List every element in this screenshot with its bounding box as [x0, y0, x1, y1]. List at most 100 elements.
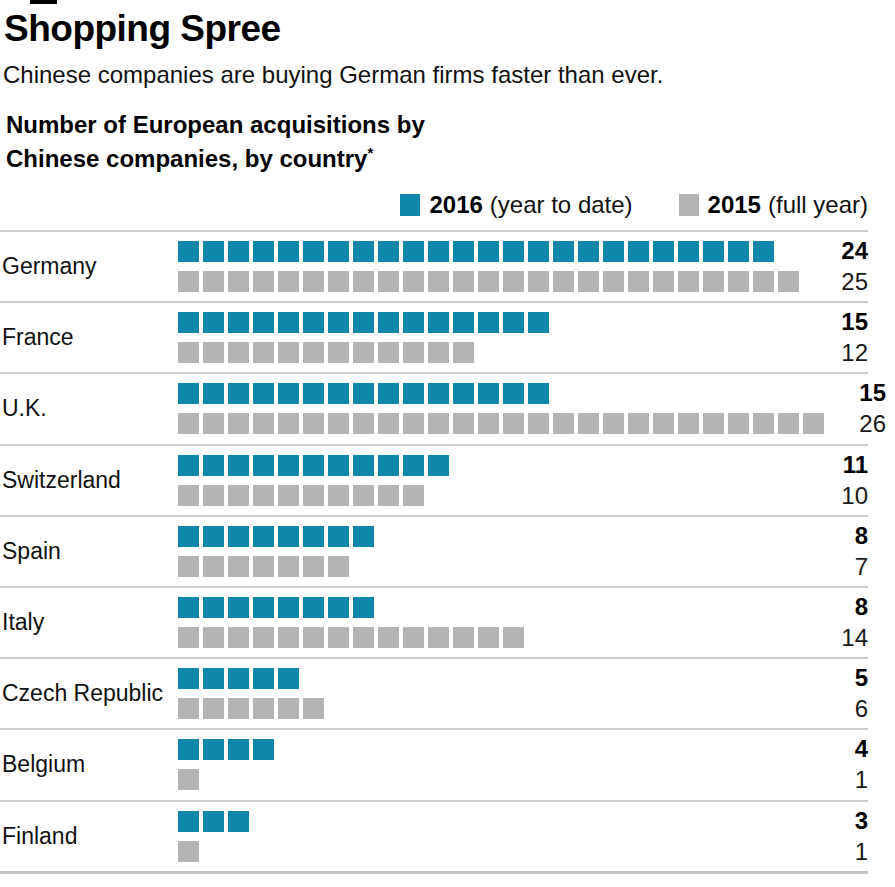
unit-square — [378, 627, 399, 648]
value-2015: 6 — [806, 694, 868, 724]
unit-square — [203, 526, 224, 547]
unit-square — [478, 312, 499, 333]
bar-2016 — [178, 241, 806, 262]
unit-square — [778, 271, 799, 292]
unit-square — [303, 526, 324, 547]
unit-square — [528, 312, 549, 333]
bar-2015 — [178, 342, 806, 363]
unit-square — [503, 271, 524, 292]
unit-square — [303, 627, 324, 648]
unit-square — [178, 455, 199, 476]
bars — [178, 811, 806, 862]
unit-square — [478, 627, 499, 648]
unit-square — [353, 312, 374, 333]
unit-square — [428, 627, 449, 648]
value-2015: 7 — [806, 552, 868, 582]
unit-square — [203, 597, 224, 618]
bar-2015 — [178, 271, 806, 292]
unit-square — [253, 342, 274, 363]
unit-square — [503, 413, 524, 434]
bar-2016 — [178, 526, 806, 547]
bar-2015 — [178, 698, 806, 719]
unit-square — [728, 413, 749, 434]
unit-square — [228, 811, 249, 832]
unit-square — [403, 342, 424, 363]
unit-square — [278, 312, 299, 333]
unit-square — [353, 383, 374, 404]
legend-item-2015: 2015 (full year) — [679, 191, 868, 219]
unit-square — [178, 342, 199, 363]
bar-2015 — [178, 485, 806, 506]
value-2016: 4 — [806, 734, 868, 764]
unit-square — [228, 413, 249, 434]
unit-square — [353, 241, 374, 262]
unit-square — [753, 271, 774, 292]
country-label: Belgium — [0, 751, 178, 778]
value-2016: 15 — [806, 307, 868, 337]
unit-square — [653, 413, 674, 434]
chart-heading: Number of European acquisitions byChines… — [0, 89, 895, 176]
unit-square — [453, 383, 474, 404]
legend-year-2016: 2016 — [429, 191, 482, 219]
unit-square — [528, 241, 549, 262]
bars — [178, 241, 806, 292]
unit-square — [278, 413, 299, 434]
bar-2015 — [178, 841, 806, 862]
unit-square — [403, 627, 424, 648]
bars — [178, 739, 806, 790]
row-germany: Germany 2425 — [0, 230, 868, 301]
unit-square — [278, 271, 299, 292]
unit-square — [453, 627, 474, 648]
value-labels: 1110 — [806, 450, 868, 511]
value-2016: 24 — [806, 236, 868, 266]
unit-square — [678, 413, 699, 434]
value-labels: 2425 — [806, 236, 868, 297]
bar-2015 — [178, 556, 806, 577]
unit-square — [178, 811, 199, 832]
unit-square — [428, 413, 449, 434]
value-2016: 5 — [806, 663, 868, 693]
unit-square — [178, 668, 199, 689]
unit-square — [428, 455, 449, 476]
unit-square — [703, 241, 724, 262]
unit-square — [178, 698, 199, 719]
unit-square — [178, 739, 199, 760]
bars — [178, 526, 806, 577]
unit-square — [353, 271, 374, 292]
unit-square — [753, 241, 774, 262]
unit-square — [203, 241, 224, 262]
value-2016: 8 — [806, 592, 868, 622]
chart-card: Shopping Spree Chinese companies are buy… — [0, 0, 895, 887]
unit-square — [178, 312, 199, 333]
value-2015: 12 — [806, 338, 868, 368]
bar-2015 — [178, 769, 806, 790]
country-label: Germany — [0, 253, 178, 280]
unit-square — [478, 271, 499, 292]
unit-square — [328, 312, 349, 333]
legend-qualifier-2016: (year to date) — [490, 191, 633, 219]
legend-year-2015: 2015 — [708, 191, 761, 219]
unit-square — [228, 627, 249, 648]
unit-square — [453, 342, 474, 363]
legend-swatch-2015-icon — [679, 194, 699, 216]
value-2016: 3 — [806, 806, 868, 836]
unit-square — [328, 627, 349, 648]
unit-square — [253, 556, 274, 577]
value-labels: 31 — [806, 806, 868, 867]
unit-square — [228, 271, 249, 292]
value-labels: 1526 — [824, 378, 886, 439]
country-label: Italy — [0, 609, 178, 636]
row-u-k: U.K.1526 — [0, 372, 868, 443]
footnote-asterisk: * — [367, 144, 373, 161]
legend: 2016 (year to date) 2015 (full year) — [0, 189, 868, 220]
unit-square — [378, 383, 399, 404]
unit-square — [278, 597, 299, 618]
chart-title: Shopping Spree — [0, 0, 895, 50]
unit-square — [328, 342, 349, 363]
unit-square — [478, 413, 499, 434]
row-finland: Finland31 — [0, 800, 868, 871]
unit-square — [503, 383, 524, 404]
unit-square — [403, 312, 424, 333]
unit-square — [678, 241, 699, 262]
bars — [178, 383, 824, 434]
